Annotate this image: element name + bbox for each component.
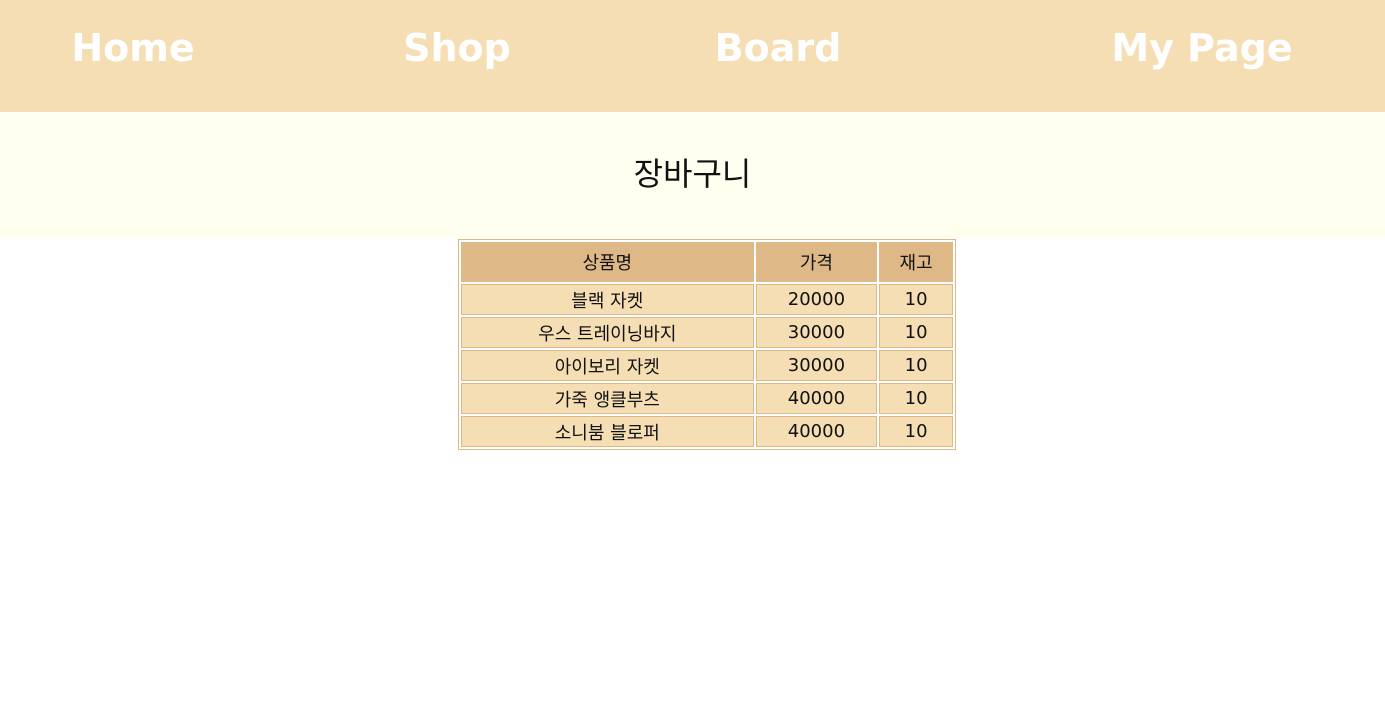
nav-link-my-page[interactable]: My Page bbox=[1111, 26, 1293, 70]
nav-link-home[interactable]: Home bbox=[71, 26, 195, 70]
cell-stock: 10 bbox=[879, 350, 953, 381]
column-header-price: 가격 bbox=[755, 242, 878, 282]
cart-table: 상품명 가격 재고 블랙 자켓 20000 10 우스 트레이닝바지 30000… bbox=[458, 239, 956, 450]
cell-stock: 10 bbox=[879, 416, 953, 447]
nav-link-board[interactable]: Board bbox=[714, 26, 842, 70]
cell-stock: 10 bbox=[879, 284, 953, 315]
page-banner: 장바구니 bbox=[0, 112, 1385, 238]
table-row: 아이보리 자켓 30000 10 bbox=[461, 350, 953, 381]
cell-price: 20000 bbox=[755, 284, 878, 315]
cell-price: 40000 bbox=[755, 416, 878, 447]
top-navigation: Home Shop Board My Page bbox=[0, 0, 1385, 112]
cell-product-name: 가죽 앵클부츠 bbox=[461, 383, 754, 414]
cell-price: 30000 bbox=[755, 317, 878, 348]
cell-stock: 10 bbox=[879, 317, 953, 348]
cell-price: 40000 bbox=[755, 383, 878, 414]
cell-product-name: 블랙 자켓 bbox=[461, 284, 754, 315]
cell-price: 30000 bbox=[755, 350, 878, 381]
column-header-product-name: 상품명 bbox=[461, 242, 754, 282]
cell-product-name: 우스 트레이닝바지 bbox=[461, 317, 754, 348]
nav-link-shop[interactable]: Shop bbox=[403, 26, 511, 70]
column-header-stock: 재고 bbox=[879, 242, 953, 282]
table-row: 블랙 자켓 20000 10 bbox=[461, 284, 953, 315]
table-row: 가죽 앵클부츠 40000 10 bbox=[461, 383, 953, 414]
cell-product-name: 소니붐 블로퍼 bbox=[461, 416, 754, 447]
table-row: 소니붐 블로퍼 40000 10 bbox=[461, 416, 953, 447]
table-header-row: 상품명 가격 재고 bbox=[461, 242, 953, 282]
table-row: 우스 트레이닝바지 30000 10 bbox=[461, 317, 953, 348]
cell-product-name: 아이보리 자켓 bbox=[461, 350, 754, 381]
cell-stock: 10 bbox=[879, 383, 953, 414]
page-title: 장바구니 bbox=[633, 155, 752, 193]
